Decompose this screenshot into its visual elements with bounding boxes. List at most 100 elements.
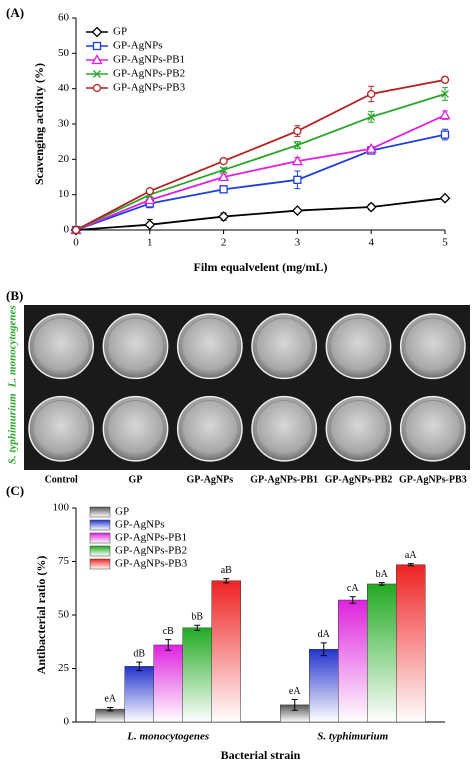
bar xyxy=(211,580,241,723)
x-tick-label: 4 xyxy=(368,237,374,249)
bar xyxy=(367,583,397,723)
data-point xyxy=(439,192,451,204)
data-point xyxy=(365,142,377,153)
dish-rim xyxy=(329,400,388,458)
petri-dish xyxy=(325,313,392,380)
dish-rim xyxy=(106,400,165,458)
series-line xyxy=(75,197,446,231)
legend-marker xyxy=(91,54,103,65)
significance-label: bA xyxy=(376,569,389,580)
column-label: GP-AgNPs-PB2 xyxy=(325,474,393,485)
x-axis-title: Bacterial strain xyxy=(221,748,301,762)
y-tick-label: 10 xyxy=(58,188,70,200)
y-tick-label: 0 xyxy=(64,224,70,236)
x-tick-label: 3 xyxy=(295,237,301,249)
dish-rim xyxy=(181,400,239,458)
legend-label: GP-AgNPs xyxy=(115,519,165,531)
data-point xyxy=(71,225,81,235)
x-tick-label: 0 xyxy=(73,237,79,249)
legend-swatch xyxy=(89,558,111,570)
y-tick-label: 50 xyxy=(58,609,70,621)
petri-dish xyxy=(102,313,169,380)
error-bar xyxy=(223,578,230,584)
legend-label: GP-AgNPs-PB1 xyxy=(115,532,187,544)
y-axis-title: Scavenging activity (%) xyxy=(32,63,46,185)
y-tick-label: 75 xyxy=(58,555,70,567)
y-tick-label: 0 xyxy=(64,716,70,728)
legend-label: GP-AgNPs-PB2 xyxy=(113,68,185,80)
y-tick-label: 25 xyxy=(58,662,70,674)
legend-swatch xyxy=(89,545,111,557)
dish-rim xyxy=(106,317,165,375)
legend-marker xyxy=(91,26,103,38)
bar xyxy=(396,564,426,723)
dish-rim xyxy=(404,317,462,375)
series-line xyxy=(75,93,446,231)
data-point xyxy=(439,109,451,120)
legend-swatch xyxy=(89,532,111,544)
dish-rim xyxy=(404,400,462,458)
legend-label: GP xyxy=(113,26,127,38)
x-tick-label: L. monocytogenes xyxy=(126,731,209,743)
error-bar xyxy=(320,642,327,657)
x-tick-label: S. typhimurium xyxy=(317,731,388,743)
petri-dish xyxy=(251,313,318,380)
row-label: L. monocytogenes xyxy=(7,305,19,388)
column-label: GP-AgNPs-PB1 xyxy=(250,474,318,485)
y-tick-label: 50 xyxy=(58,47,70,59)
dish-rim xyxy=(255,400,313,458)
data-point xyxy=(367,112,376,121)
x-tick-label: 2 xyxy=(221,237,227,249)
data-point xyxy=(293,141,302,150)
error-bar xyxy=(378,582,385,586)
petri-dish xyxy=(176,313,243,380)
dish-rim xyxy=(181,317,239,375)
petri-dish xyxy=(251,395,318,462)
data-point xyxy=(367,89,376,99)
legend-label: GP xyxy=(115,506,129,518)
data-point xyxy=(440,75,450,84)
y-tick-label: 60 xyxy=(58,12,70,24)
significance-label: eA xyxy=(104,694,116,705)
data-point xyxy=(365,201,377,213)
data-point xyxy=(218,211,230,222)
panel-label: (C) xyxy=(6,483,24,498)
petri-dish xyxy=(176,395,243,462)
data-point xyxy=(441,90,449,98)
panel-label: (A) xyxy=(6,5,24,20)
significance-label: cA xyxy=(347,583,359,594)
significance-label: aA xyxy=(405,550,417,561)
x-tick-label: 1 xyxy=(147,237,153,249)
y-tick-label: 40 xyxy=(58,82,70,94)
petri-dish xyxy=(399,395,466,462)
error-bar xyxy=(349,596,356,604)
series-line xyxy=(75,78,446,231)
legend-marker xyxy=(92,41,102,51)
error-bar xyxy=(107,706,114,712)
significance-label: dB xyxy=(133,648,145,659)
petri-dish xyxy=(102,395,169,462)
bar xyxy=(338,599,368,723)
legend-label: GP-AgNPs-PB2 xyxy=(115,545,187,557)
data-point xyxy=(144,194,156,205)
x-axis-title: Film equalvelent (mg/mL) xyxy=(194,260,328,274)
data-point xyxy=(291,205,303,216)
data-point xyxy=(217,171,230,182)
significance-label: cB xyxy=(163,626,174,637)
data-point xyxy=(293,126,302,136)
legend-swatch xyxy=(89,519,111,531)
y-tick-label: 100 xyxy=(53,502,70,514)
error-bar xyxy=(407,563,414,567)
column-label: GP-AgNPs-PB3 xyxy=(399,474,467,485)
bar xyxy=(124,666,154,723)
dish-rim xyxy=(32,317,90,375)
error-bar xyxy=(136,661,143,672)
bar xyxy=(153,644,183,723)
significance-label: bB xyxy=(191,612,203,623)
column-label: Control xyxy=(45,474,78,485)
x-tick-label: 5 xyxy=(442,237,448,249)
legend-label: GP-AgNPs-PB1 xyxy=(113,54,185,66)
error-bar xyxy=(194,624,201,631)
